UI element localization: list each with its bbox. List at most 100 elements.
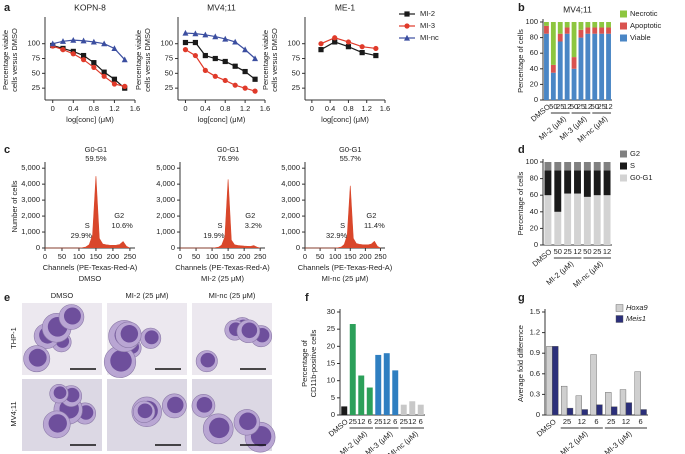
x-tick-label: DMSO [535,417,558,438]
x-tick-label: 25 [607,417,615,426]
legend-label: Meis1 [626,314,646,323]
nucleus [241,322,258,339]
x-axis-label: log[conc] (μM) [198,115,246,124]
bar [566,407,574,416]
y-tick-label: 2,000 [156,211,175,220]
nucleus [28,348,47,367]
marker [222,77,228,84]
bar-segment [544,195,552,245]
legend-label: G0-G1 [630,173,653,182]
marker [345,39,352,45]
series-line [52,39,126,61]
marker [202,52,208,59]
y-tick-label: 3,000 [156,195,175,204]
annotation: 11.4% [364,221,385,230]
y-tick-label: 80 [530,33,538,42]
bar-segment [593,170,601,196]
x-tick-label: 0 [43,252,47,261]
x-tick-label: 150 [90,252,103,261]
y-tick-label: 5,000 [21,163,40,172]
bar [349,324,356,415]
y-tick-label: 60 [530,190,538,199]
marker [232,38,239,45]
caption: MI-2 (25 μM) [201,274,245,283]
row-label: MV4;11 [9,401,18,426]
chart-area: 0 1,000 2,000 3,000 4,000 5,000 0 50 100 150 200 25… [4,144,138,283]
y-tick-label: 40 [530,207,538,216]
marker [232,63,238,69]
x-tick-label: 50 [570,102,578,111]
bar [605,392,612,416]
y-axis-label: Number of cells [10,180,19,232]
annotation: 3.2% [245,221,262,230]
marker [80,52,87,59]
bar-segment [574,170,581,194]
x-tick-label: 12 [604,102,612,111]
marker [373,52,379,59]
marker [202,67,208,73]
y-tick-label: 25 [292,83,300,92]
marker [192,52,198,59]
y-tick-label: 75 [292,54,300,63]
legend-swatch [615,304,624,312]
marker [242,46,249,53]
marker [49,40,56,47]
marker [60,38,66,44]
panel-letter: g [518,292,525,304]
legend-label: MI-3 [420,21,435,30]
marker [345,44,352,50]
y-tick-label: 40 [530,64,538,73]
bar [611,406,618,416]
x-tick-label: 0.4 [68,104,78,113]
y-tick-label: 0.6 [530,369,540,378]
y-axis-label: cells versus DMSO [143,28,152,92]
bar [640,409,647,416]
annotation: G0-G1 [339,145,362,154]
marker [91,64,97,71]
chart-line: 25 50 75 100 0 0.4 0.8 1.2 1.6 KOPN-8 a Percentage … [1,2,140,124]
bar-segment [544,162,552,171]
x-tick-label: 100 [329,252,342,261]
y-tick-label: 75 [32,54,40,63]
x-tick-label: 0 [51,104,55,113]
x-tick-label: 6 [594,417,598,426]
marker [60,47,66,53]
chart-line: 25 50 75 100 0 0.4 0.8 1.2 1.6 MV4;11 Percentage v… [134,2,270,124]
y-tick-label: 30 [327,307,335,316]
bar-segment [592,33,598,101]
y-tick-label: 1,000 [21,227,40,236]
marker [70,36,77,43]
marker [101,40,108,47]
x-tick-label: 250 [374,252,387,261]
bar [590,354,597,416]
nucleus [110,350,132,372]
y-tick-label: 3,000 [281,195,300,204]
x-tick-label: 12 [383,417,391,426]
bar-segment [606,22,611,28]
y-tick-label: 0 [534,95,538,104]
bar [634,371,641,416]
x-tick-label: 0.8 [89,104,99,113]
bar [383,353,390,415]
x-tick-label: 25 [563,417,571,426]
x-tick-label: 200 [107,252,120,261]
x-tick-label: 200 [359,252,372,261]
marker [101,73,107,79]
y-tick-label: 60 [530,48,538,57]
y-axis-label: Percentage viable [261,30,270,90]
y-tick-label: 0.3 [530,389,540,398]
legend-swatch [620,150,627,158]
bar [366,387,373,415]
annotation: G0-G1 [217,145,240,154]
y-tick-label: 4,000 [21,179,40,188]
histogram-area [45,176,131,249]
x-tick-label: 12 [603,247,611,256]
marker [182,39,189,46]
legend-swatch [620,10,627,18]
x-tick-label: 6 [419,417,423,426]
x-axis-label: log[conc] (μM) [321,115,369,124]
column-label: DMSO [51,291,74,300]
nucleus [63,307,81,325]
marker [101,69,107,75]
